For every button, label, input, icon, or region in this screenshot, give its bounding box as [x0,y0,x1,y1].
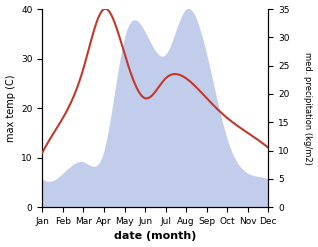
X-axis label: date (month): date (month) [114,231,197,242]
Y-axis label: med. precipitation (kg/m2): med. precipitation (kg/m2) [303,52,313,165]
Y-axis label: max temp (C): max temp (C) [5,74,16,142]
